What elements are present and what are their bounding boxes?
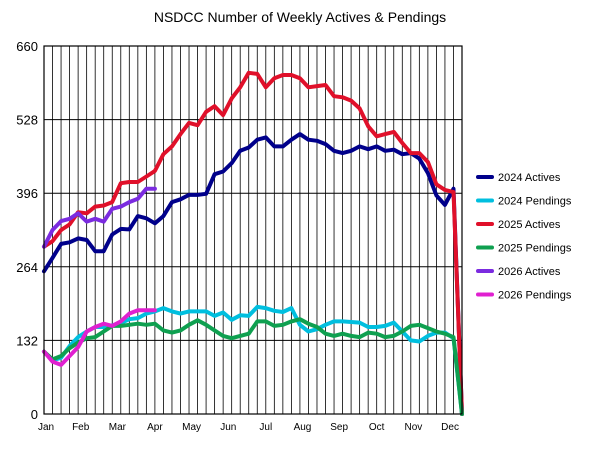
series-line-2026-pendings <box>42 308 157 367</box>
legend-label: 2026 Pendings <box>498 290 572 302</box>
y-tick-label: 264 <box>16 260 38 275</box>
series-line-2026-actives <box>42 186 157 249</box>
x-tick-label: Oct <box>369 422 385 433</box>
series-line-2024-actives <box>42 132 464 416</box>
legend-label: 2024 Actives <box>498 172 561 184</box>
plot-area <box>44 46 462 414</box>
legend-label: 2026 Actives <box>498 266 561 278</box>
chart-title: NSDCC Number of Weekly Actives & Pending… <box>154 9 446 25</box>
legend-label: 2025 Pendings <box>498 243 572 255</box>
series-line-2025-actives <box>42 70 464 416</box>
plot-frame <box>43 45 463 415</box>
x-tick-label: Jun <box>220 422 236 433</box>
y-tick-label: 0 <box>31 407 38 422</box>
x-tick-label: May <box>182 422 201 433</box>
legend: 2024 Actives 2024 Pendings 2025 Actives 202… <box>476 172 572 302</box>
legend-label: 2025 Actives <box>498 219 561 231</box>
y-axis-ticks: 0 132 264 396 528 660 <box>16 39 38 422</box>
x-tick-label: Dec <box>441 422 459 433</box>
grid-lines <box>44 45 462 415</box>
x-tick-label: Jan <box>38 422 54 433</box>
x-tick-label: Sep <box>330 422 348 433</box>
x-tick-label: Aug <box>294 422 312 433</box>
series-lines <box>42 70 464 416</box>
x-axis-ticks: Jan Feb Mar Apr May Jun Jul Aug Sep Oct Nov Dec <box>38 422 459 433</box>
y-tick-label: 660 <box>16 39 38 54</box>
x-tick-label: Mar <box>109 422 127 433</box>
y-tick-label: 396 <box>16 186 38 201</box>
x-tick-label: Jul <box>259 422 272 433</box>
x-tick-label: Apr <box>147 422 163 433</box>
x-tick-label: Nov <box>404 422 422 433</box>
x-tick-label: Feb <box>72 422 90 433</box>
legend-label: 2024 Pendings <box>498 196 572 208</box>
y-tick-label: 528 <box>16 113 38 128</box>
y-tick-label: 132 <box>16 333 38 348</box>
